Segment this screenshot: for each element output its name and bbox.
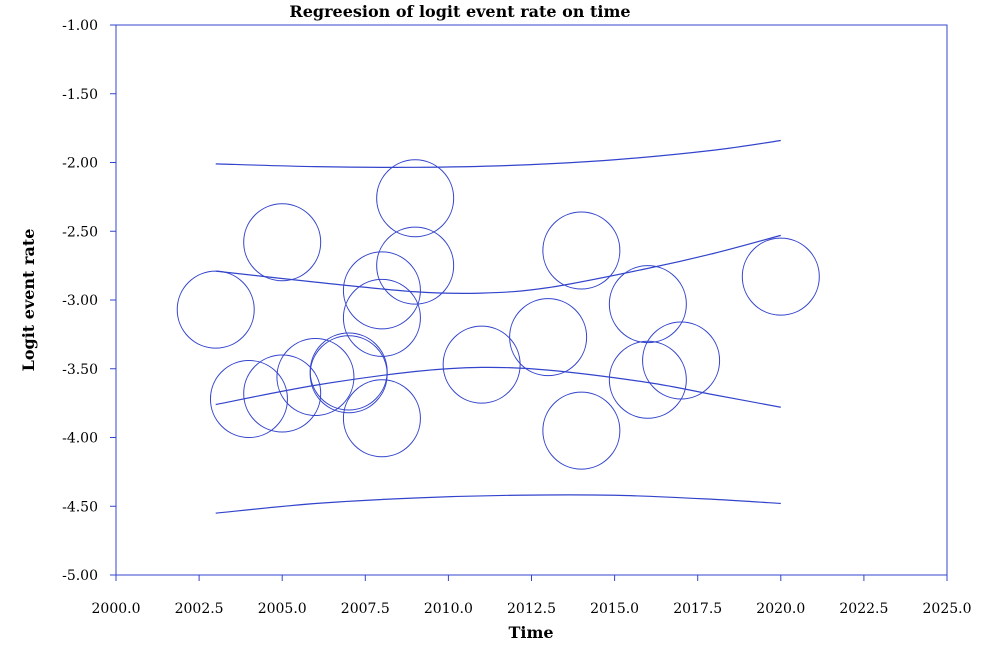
y-tick-label: -1.50: [62, 87, 98, 103]
y-tick-label: -3.50: [62, 362, 98, 378]
data-point: [642, 321, 721, 400]
y-tick-label: -2.00: [62, 156, 98, 172]
line-regression: [215, 366, 781, 408]
x-axis: 2000.0 2002.5 2005.0 2007.5 2010.0 2012.5 2015…: [92, 575, 972, 617]
data-point: [309, 335, 388, 414]
line-upper-outer: [215, 139, 781, 168]
data-point: [342, 278, 421, 357]
y-tick-label: -4.50: [62, 499, 98, 515]
y-axis-label: Logit event rate: [19, 229, 38, 372]
x-tick-label: 2012.5: [507, 601, 556, 617]
x-tick-label: 2017.5: [673, 601, 722, 617]
data-point: [376, 226, 455, 305]
x-tick-label: 2025.0: [923, 601, 972, 617]
y-axis: -1.00 -1.50 -2.00 -2.50 -3.00 -3.50 -4.00 -4.50…: [62, 18, 116, 584]
chart-title: Regreesion of logit event rate on time: [289, 2, 630, 21]
x-tick-label: 2000.0: [92, 601, 141, 617]
data-point: [209, 360, 288, 438]
x-tick-label: 2015.0: [590, 601, 639, 617]
data-point: [741, 237, 820, 316]
x-tick-label: 2007.5: [341, 601, 390, 617]
data-point: [442, 325, 521, 404]
x-tick-label: 2002.5: [175, 601, 224, 617]
data-point: [243, 203, 322, 282]
data-point: [176, 270, 255, 349]
x-tick-label: 2005.0: [258, 601, 307, 617]
data-point: [342, 251, 421, 330]
x-axis-label: Time: [508, 623, 553, 642]
x-tick-label: 2022.5: [839, 601, 888, 617]
data-point: [542, 211, 621, 290]
data-points: [176, 159, 820, 470]
y-tick-label: -2.50: [62, 224, 98, 240]
regression-lines: [215, 139, 781, 514]
plot-area: [115, 24, 948, 576]
data-point: [542, 391, 621, 470]
data-point: [509, 298, 588, 377]
y-tick-label: -5.00: [62, 568, 98, 584]
line-upper-inner: [215, 234, 781, 295]
data-point: [243, 354, 322, 433]
data-point: [342, 379, 421, 458]
x-tick-label: 2020.0: [756, 601, 805, 617]
y-tick-label: -1.00: [62, 18, 98, 34]
line-lower-outer: [215, 494, 781, 514]
y-tick-label: -4.00: [62, 431, 98, 447]
data-point: [608, 265, 687, 344]
x-tick-label: 2010.0: [424, 601, 473, 617]
y-tick-label: -3.00: [62, 293, 98, 309]
data-point: [276, 338, 355, 416]
data-point: [376, 159, 455, 238]
